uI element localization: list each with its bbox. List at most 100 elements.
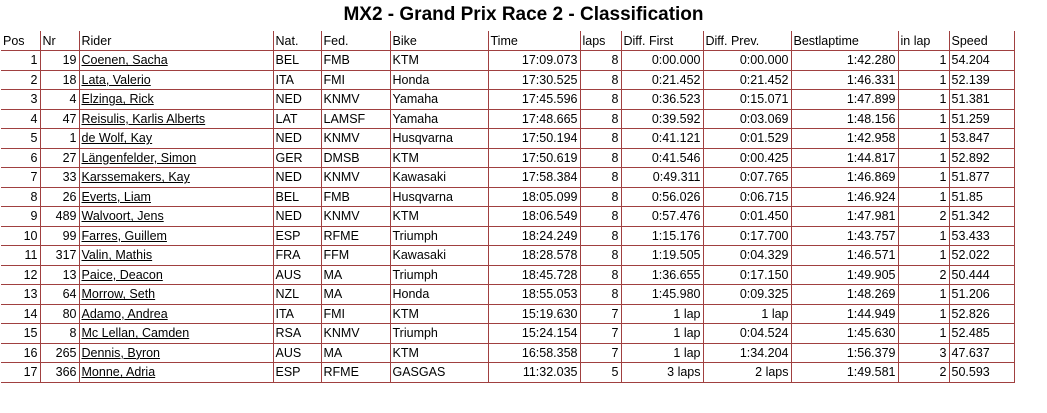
cell-nat: AUS xyxy=(272,265,322,285)
cell-nr: 489 xyxy=(39,206,80,227)
cell-pos: 6 xyxy=(1,148,41,168)
rider-link[interactable]: Coenen, Sacha xyxy=(81,53,168,68)
cell-diff-prev: 1:34.204 xyxy=(702,343,792,363)
cell-in-lap: 1 xyxy=(897,304,950,324)
column-header-diff-prev: Diff. Prev. xyxy=(702,31,792,51)
table-row: 8 26 Everts, Liam BEL FMB Husqvarna 18:05.099 8… xyxy=(1,187,1015,207)
cell-speed: 47.637 xyxy=(948,343,1015,363)
cell-rider: Dennis, Byron xyxy=(78,343,274,363)
column-header-fed: Fed. xyxy=(320,31,391,51)
table-row: 13 64 Morrow, Seth NZL MA Honda 18:55.053 8 1:45… xyxy=(1,284,1015,305)
cell-nr: 18 xyxy=(39,70,80,90)
cell-diff-first: 1 lap xyxy=(620,304,704,324)
rider-link[interactable]: Elzinga, Rick xyxy=(81,92,154,107)
cell-in-lap: 1 xyxy=(897,323,950,344)
column-header-bike: Bike xyxy=(389,31,489,51)
cell-laps: 7 xyxy=(579,323,622,344)
cell-bike: Triumph xyxy=(389,265,489,285)
cell-bike: Yamaha xyxy=(389,109,489,129)
cell-nr: 265 xyxy=(39,343,80,363)
cell-time: 18:06.549 xyxy=(487,206,581,227)
rider-link[interactable]: Farres, Guillem xyxy=(81,228,167,243)
cell-diff-first: 0:39.592 xyxy=(620,109,704,129)
cell-rider: Mc Lellan, Camden xyxy=(78,323,274,344)
cell-diff-prev: 0:00.425 xyxy=(702,148,792,168)
cell-fed: KNMV xyxy=(320,89,391,110)
cell-in-lap: 1 xyxy=(897,109,950,129)
cell-bike: Honda xyxy=(389,284,489,305)
cell-time: 11:32.035 xyxy=(487,362,581,383)
rider-link[interactable]: Lata, Valerio xyxy=(81,72,151,87)
cell-nat: ITA xyxy=(272,304,322,324)
cell-rider: Monne, Adria xyxy=(78,362,274,383)
cell-pos: 12 xyxy=(1,265,41,285)
rider-link[interactable]: Dennis, Byron xyxy=(81,345,161,360)
cell-bestlaptime: 1:47.981 xyxy=(790,206,899,227)
cell-bike: Husqvarna xyxy=(389,187,489,207)
table-row: 12 13 Paice, Deacon AUS MA Triumph 18:45.728 8 1… xyxy=(1,265,1015,285)
cell-bike: KTM xyxy=(389,304,489,324)
cell-nr: 99 xyxy=(39,226,80,246)
cell-speed: 52.826 xyxy=(948,304,1015,324)
cell-bestlaptime: 1:46.924 xyxy=(790,187,899,207)
column-header-time: Time xyxy=(487,31,581,51)
table-row: 3 4 Elzinga, Rick NED KNMV Yamaha 17:45.596 8 0:… xyxy=(1,89,1015,110)
rider-link[interactable]: de Wolf, Kay xyxy=(81,131,153,146)
cell-in-lap: 1 xyxy=(897,148,950,168)
cell-laps: 8 xyxy=(579,89,622,110)
rider-link[interactable]: Morrow, Seth xyxy=(81,287,156,302)
rider-link[interactable]: Längenfelder, Simon xyxy=(81,150,197,165)
cell-rider: Coenen, Sacha xyxy=(78,50,274,71)
cell-nat: NZL xyxy=(272,284,322,305)
cell-diff-prev: 0:01.450 xyxy=(702,206,792,227)
cell-nat: ESP xyxy=(272,362,322,383)
cell-nr: 1 xyxy=(39,128,80,149)
rider-link[interactable]: Valin, Mathis xyxy=(81,248,153,263)
cell-in-lap: 3 xyxy=(897,343,950,363)
rider-link[interactable]: Monne, Adria xyxy=(81,365,156,380)
cell-diff-first: 0:21.452 xyxy=(620,70,704,90)
cell-nr: 33 xyxy=(39,167,80,188)
rider-link[interactable]: Adamo, Andrea xyxy=(81,306,168,321)
cell-diff-first: 1:45.980 xyxy=(620,284,704,305)
cell-nr: 26 xyxy=(39,187,80,207)
column-header-rider: Rider xyxy=(78,31,274,51)
cell-time: 17:30.525 xyxy=(487,70,581,90)
cell-fed: FMB xyxy=(320,50,391,71)
cell-fed: FMB xyxy=(320,187,391,207)
cell-diff-prev: 0:03.069 xyxy=(702,109,792,129)
cell-pos: 13 xyxy=(1,284,41,305)
cell-diff-first: 0:41.121 xyxy=(620,128,704,149)
cell-diff-first: 0:00.000 xyxy=(620,50,704,71)
cell-diff-prev: 0:04.329 xyxy=(702,245,792,266)
rider-link[interactable]: Walvoort, Jens xyxy=(81,209,164,224)
cell-pos: 1 xyxy=(1,50,41,71)
cell-fed: FMI xyxy=(320,70,391,90)
rider-link[interactable]: Everts, Liam xyxy=(81,189,151,204)
column-header-pos: Pos xyxy=(1,31,41,51)
table-row: 14 80 Adamo, Andrea ITA FMI KTM 15:19.630 7 1 la… xyxy=(1,304,1015,324)
cell-laps: 8 xyxy=(579,167,622,188)
cell-fed: MA xyxy=(320,284,391,305)
rider-link[interactable]: Paice, Deacon xyxy=(81,267,163,282)
cell-time: 15:19.630 xyxy=(487,304,581,324)
rider-link[interactable]: Karssemakers, Kay xyxy=(81,170,190,185)
cell-diff-first: 0:56.026 xyxy=(620,187,704,207)
cell-pos: 11 xyxy=(1,245,41,266)
cell-pos: 3 xyxy=(1,89,41,110)
cell-bike: Kawasaki xyxy=(389,245,489,266)
cell-bike: Yamaha xyxy=(389,89,489,110)
cell-fed: FFM xyxy=(320,245,391,266)
cell-rider: Lata, Valerio xyxy=(78,70,274,90)
cell-diff-prev: 0:04.524 xyxy=(702,323,792,344)
rider-link[interactable]: Mc Lellan, Camden xyxy=(81,326,190,341)
cell-bestlaptime: 1:46.331 xyxy=(790,70,899,90)
cell-pos: 9 xyxy=(1,206,41,227)
table-row: 11 317 Valin, Mathis FRA FFM Kawasaki 18:28.57… xyxy=(1,245,1015,266)
cell-bestlaptime: 1:49.581 xyxy=(790,362,899,383)
cell-time: 18:05.099 xyxy=(487,187,581,207)
cell-pos: 10 xyxy=(1,226,41,246)
cell-fed: FMI xyxy=(320,304,391,324)
cell-pos: 5 xyxy=(1,128,41,149)
rider-link[interactable]: Reisulis, Karlis Alberts xyxy=(81,111,206,126)
